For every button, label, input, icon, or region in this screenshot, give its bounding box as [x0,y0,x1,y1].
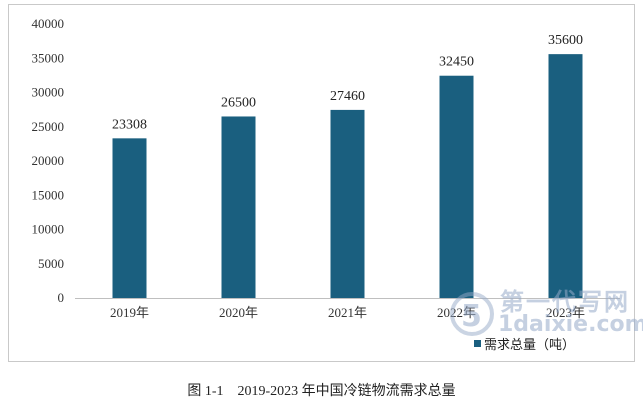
legend-swatch [474,340,481,347]
bar [112,138,147,298]
y-tick-label: 40000 [32,16,65,31]
y-axis: 0 5000 10000 15000 20000 25000 30000 35000 40000 [32,16,65,305]
x-tick-label: 2023年 [546,305,585,320]
y-tick-label: 20000 [32,153,65,168]
data-label: 23308 [112,117,147,132]
data-labels: 23308 26500 27460 32450 35600 [112,33,583,132]
bar [221,116,256,298]
bar [548,54,583,298]
legend: 需求总量（吨） [474,334,575,353]
y-tick-label: 10000 [32,222,65,237]
y-tick-label: 15000 [32,187,65,202]
y-tick-label: 35000 [32,50,65,65]
data-label: 26500 [221,95,256,110]
bar [330,109,365,298]
x-tick-label: 2020年 [219,305,258,320]
y-tick-label: 30000 [32,85,65,100]
figure-caption: 图 1-1 2019-2023 年中国冷链物流需求总量 [187,384,456,399]
x-tick-label: 2021年 [328,305,367,320]
bar-chart: 0 5000 10000 15000 20000 25000 30000 35000 40000… [32,16,620,320]
bar [439,75,474,298]
x-axis: 2019年 2020年 2021年 2022年 2023年 [75,298,620,320]
y-tick-label: 25000 [32,119,65,134]
y-tick-label: 5000 [38,256,64,271]
data-label: 27460 [330,89,365,104]
x-tick-label: 2022年 [437,305,476,320]
legend-label: 需求总量（吨） [484,338,576,353]
x-tick-label: 2019年 [110,305,149,320]
bar-series [112,54,583,298]
data-label: 32450 [439,55,474,70]
data-label: 35600 [548,33,583,48]
y-tick-label: 0 [58,290,65,305]
